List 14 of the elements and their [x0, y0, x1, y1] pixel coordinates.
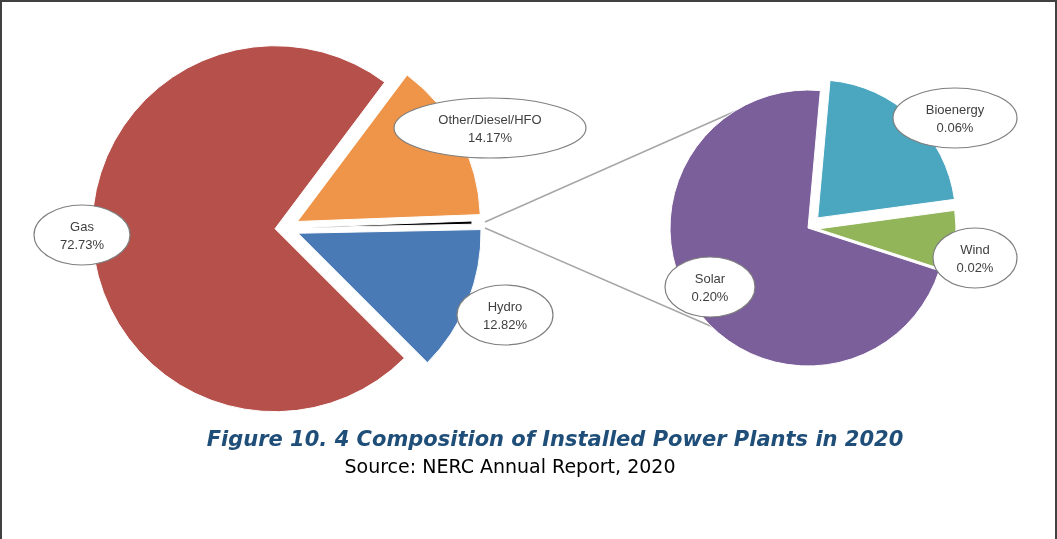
slice-label: Solar — [694, 271, 726, 286]
data-label: 14.17% — [467, 130, 513, 145]
source-note: Source: NERC Annual Report, 2020 — [344, 455, 676, 477]
data-label: 0.06% — [936, 120, 974, 135]
data-label: 0.02% — [956, 260, 994, 275]
data-label: 0.20% — [691, 289, 729, 304]
slice-label: Bioenergy — [925, 102, 985, 117]
data-label: 12.82% — [482, 317, 528, 332]
slice-label: Hydro — [487, 299, 523, 314]
slice-label: Other/Diesel/HFO — [438, 112, 542, 127]
slice-label: Wind — [960, 242, 990, 257]
slice-label: Gas — [70, 219, 95, 234]
data-label: 72.73% — [59, 237, 105, 252]
text: Figure 10. 4 Composition of Installed Power Plants in 2020 — [206, 427, 904, 451]
